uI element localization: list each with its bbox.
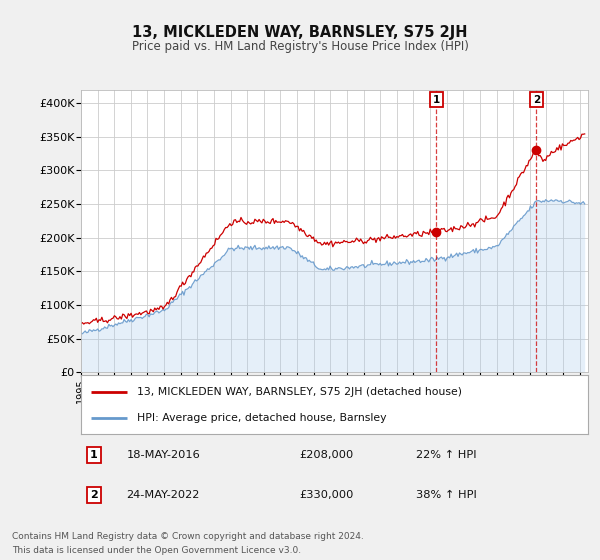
Text: 2: 2 bbox=[533, 95, 540, 105]
Text: £208,000: £208,000 bbox=[299, 450, 353, 460]
Text: 1: 1 bbox=[90, 450, 98, 460]
Text: 24-MAY-2022: 24-MAY-2022 bbox=[127, 490, 200, 500]
Text: Contains HM Land Registry data © Crown copyright and database right 2024.: Contains HM Land Registry data © Crown c… bbox=[12, 532, 364, 541]
Text: 18-MAY-2016: 18-MAY-2016 bbox=[127, 450, 200, 460]
Text: 13, MICKLEDEN WAY, BARNSLEY, S75 2JH: 13, MICKLEDEN WAY, BARNSLEY, S75 2JH bbox=[132, 25, 468, 40]
Text: £330,000: £330,000 bbox=[299, 490, 353, 500]
Text: HPI: Average price, detached house, Barnsley: HPI: Average price, detached house, Barn… bbox=[137, 413, 386, 423]
Text: Price paid vs. HM Land Registry's House Price Index (HPI): Price paid vs. HM Land Registry's House … bbox=[131, 40, 469, 53]
Text: This data is licensed under the Open Government Licence v3.0.: This data is licensed under the Open Gov… bbox=[12, 546, 301, 555]
Text: 1: 1 bbox=[433, 95, 440, 105]
Text: 38% ↑ HPI: 38% ↑ HPI bbox=[416, 490, 476, 500]
Text: 2: 2 bbox=[90, 490, 98, 500]
Text: 22% ↑ HPI: 22% ↑ HPI bbox=[416, 450, 476, 460]
Text: 13, MICKLEDEN WAY, BARNSLEY, S75 2JH (detached house): 13, MICKLEDEN WAY, BARNSLEY, S75 2JH (de… bbox=[137, 386, 462, 396]
